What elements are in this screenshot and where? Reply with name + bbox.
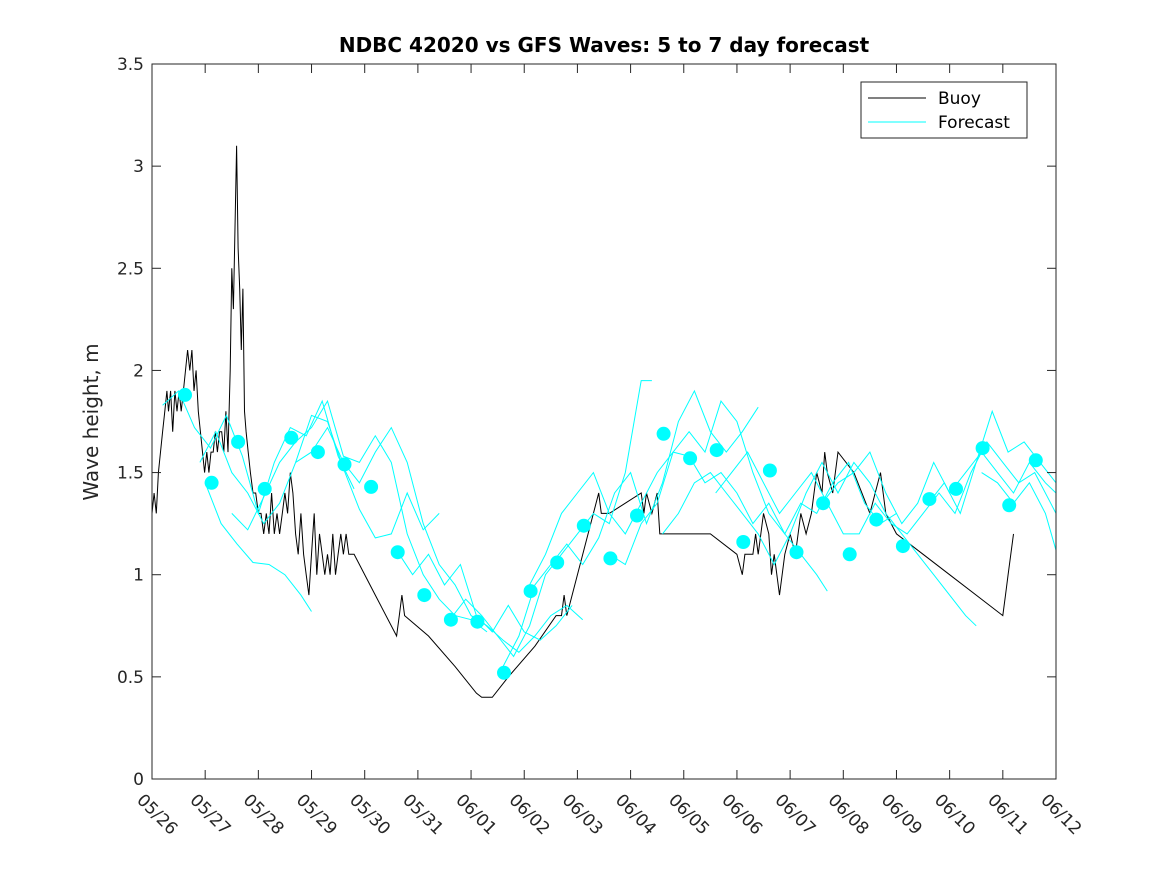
- forecast-marker-30: [949, 481, 963, 496]
- forecast-marker-29: [922, 492, 937, 507]
- forecast-marker-26: [842, 547, 857, 562]
- y-tick-label: 1: [133, 566, 144, 586]
- y-tick-label: 3.5: [117, 55, 144, 75]
- forecast-marker-1: [178, 387, 192, 402]
- forecast-marker-33: [1028, 453, 1043, 468]
- chart-title: NDBC 42020 vs GFS Waves: 5 to 7 day fore…: [339, 33, 870, 57]
- buoy-series-line: [151, 145, 1014, 698]
- forecast-line-11: [662, 461, 977, 627]
- forecast-marker-14: [523, 584, 538, 599]
- forecast-marker-7: [337, 457, 352, 472]
- legend-forecast-label: Forecast: [938, 113, 1010, 133]
- forecast-line-4: [231, 399, 488, 633]
- forecast-marker-13: [497, 665, 511, 680]
- forecast-marker-8: [364, 479, 379, 494]
- forecast-marker-23: [762, 463, 777, 478]
- y-tick-label: 3: [133, 157, 144, 177]
- y-tick-label: 2: [133, 361, 144, 381]
- forecast-marker-10: [417, 588, 432, 603]
- forecast-line-13: [821, 451, 1057, 525]
- forecast-line-9: [529, 451, 828, 592]
- forecast-marker-9: [390, 545, 405, 560]
- forecast-marker-17: [603, 551, 618, 566]
- forecast-marker-20: [683, 451, 698, 466]
- forecast-marker-11: [443, 612, 458, 627]
- forecast-marker-15: [550, 555, 565, 570]
- forecast-line-3: [204, 482, 312, 612]
- y-tick-label: 0.5: [117, 668, 144, 688]
- y-tick-label: 0: [133, 770, 144, 790]
- forecast-marker-27: [869, 512, 884, 527]
- forecast-marker-18: [630, 508, 644, 523]
- forecast-marker-12: [470, 614, 485, 629]
- forecast-line-12: [715, 440, 1057, 535]
- legend-buoy-label: Buoy: [938, 89, 981, 109]
- plot-area: [151, 145, 1057, 698]
- forecast-line-6: [396, 549, 573, 641]
- forecast-marker-5: [284, 430, 299, 445]
- forecast-marker-3: [231, 434, 246, 449]
- forecast-marker-21: [709, 443, 724, 458]
- y-tick-label: 2.5: [117, 259, 144, 279]
- forecast-marker-28: [895, 539, 910, 554]
- forecast-marker-25: [816, 496, 831, 511]
- forecast-marker-16: [576, 518, 591, 533]
- forecast-marker-22: [736, 535, 751, 549]
- forecast-line-2: [199, 414, 440, 539]
- legend-box: [860, 81, 1028, 139]
- forecast-marker-32: [1002, 498, 1017, 513]
- y-axis-label: Wave height, m: [79, 343, 103, 500]
- axes-box: [151, 63, 1057, 780]
- forecast-line-8: [502, 389, 759, 667]
- forecast-line-15: [981, 472, 1057, 551]
- legend: Buoy Forecast: [860, 81, 1028, 139]
- forecast-marker-6: [310, 445, 325, 460]
- forecast-marker-31: [975, 441, 990, 456]
- forecast-marker-2: [204, 475, 219, 490]
- y-tick-label: 1.5: [117, 464, 144, 484]
- forecast-marker-4: [257, 481, 272, 496]
- forecast-marker-24: [789, 545, 804, 560]
- forecast-line-10: [609, 400, 897, 566]
- forecast-marker-19: [656, 426, 671, 441]
